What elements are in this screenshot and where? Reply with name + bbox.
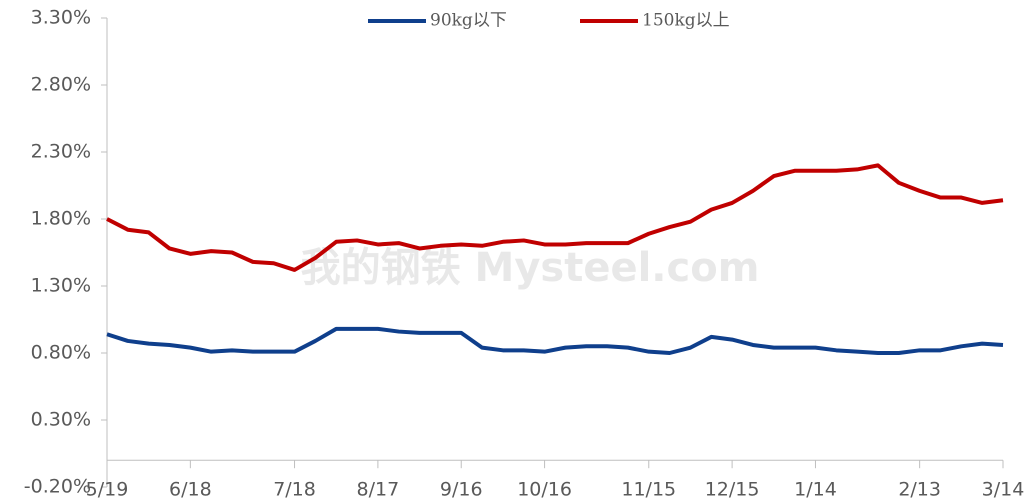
y-tick-label: 2.30% <box>31 141 91 163</box>
series-line <box>106 326 1004 355</box>
series-line <box>106 163 1004 272</box>
x-tick-label: 2/13 <box>898 479 941 501</box>
x-tick-label: 12/15 <box>705 479 760 501</box>
x-tick-label: 9/16 <box>440 479 483 501</box>
x-tick-label: 11/15 <box>621 479 676 501</box>
y-tick-label: 3.30% <box>31 7 91 29</box>
legend-label: 150kg以上 <box>642 11 730 31</box>
x-tick-label: 6/18 <box>169 479 212 501</box>
x-tick-label: 3/14 <box>982 479 1025 501</box>
x-tick-label: 8/17 <box>357 479 400 501</box>
y-tick-label: 0.30% <box>31 409 91 431</box>
x-tick-label: 7/18 <box>273 479 316 501</box>
y-tick-label: 1.80% <box>31 208 91 230</box>
y-tick-label: 2.80% <box>31 74 91 96</box>
x-tick-label: 5/19 <box>86 479 129 501</box>
x-tick-label: 10/16 <box>517 479 572 501</box>
x-tick-label: 1/14 <box>794 479 837 501</box>
legend-label: 90kg以下 <box>430 11 507 31</box>
y-tick-label: -0.20% <box>24 476 91 498</box>
y-tick-label: 1.30% <box>31 275 91 297</box>
watermark: 我的钢铁 Mysteel.com <box>301 245 760 291</box>
y-tick-label: 0.80% <box>31 342 91 364</box>
